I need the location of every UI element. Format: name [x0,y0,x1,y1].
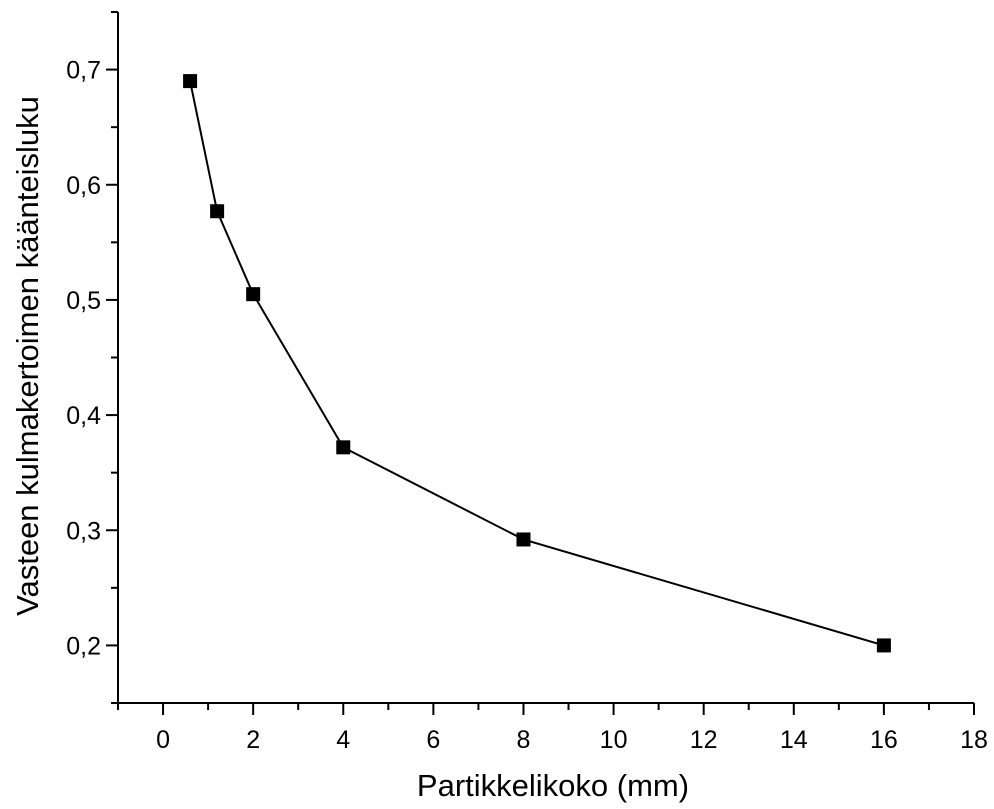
x-tick-label: 0 [156,726,170,754]
x-tick-label: 18 [960,726,988,754]
x-tick-labels: 0 2 4 6 8 10 12 14 16 18 [156,726,988,754]
x-tick-label: 14 [780,726,808,754]
y-tick-label: 0,4 [66,402,101,430]
x-tick-label: 16 [870,726,898,754]
x-tick-label: 12 [690,726,718,754]
data-point [876,638,891,653]
major-ticks [106,68,975,715]
x-tick-label: 6 [426,726,440,754]
x-tick-label: 10 [600,726,628,754]
x-tick-label: 2 [246,726,260,754]
data-point [183,74,198,89]
y-tick-label: 0,2 [66,632,101,660]
minor-ticks [111,11,930,710]
x-tick-label: 8 [517,726,531,754]
y-tick-label: 0,7 [66,57,101,85]
y-tick-label: 0,5 [66,287,101,315]
data-point [210,204,225,219]
data-markers [183,74,891,653]
x-tick-label: 4 [336,726,350,754]
y-tick-label: 0,6 [66,172,101,200]
x-axis-title: Partikkelikoko (mm) [417,768,689,803]
y-tick-labels: 0,2 0,3 0,4 0,5 0,6 0,7 [66,57,101,661]
data-point [516,532,531,547]
y-tick-label: 0,3 [66,517,101,545]
data-point [336,440,351,455]
series-line [189,80,885,647]
y-axis-title: Vasteen kulmakertoimen käänteisluku [10,96,45,616]
data-point [246,287,261,302]
